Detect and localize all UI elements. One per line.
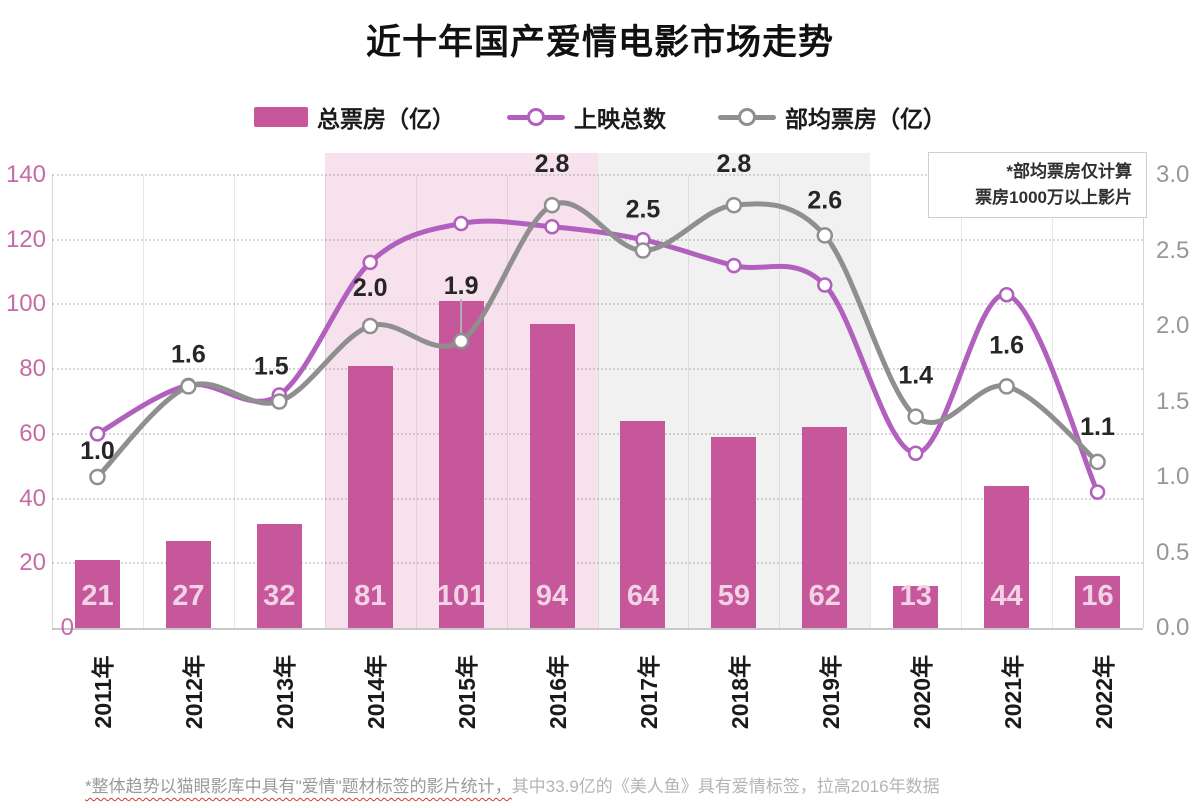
x-tick-label: 2021年 [999,654,1026,730]
bar-value-label: 59 [717,580,750,612]
right-axis-tick: 1.0 [1156,463,1190,490]
bar-value-label: 13 [899,580,932,612]
line-marker-icon [271,393,288,410]
annotation-line: *部均票房仅计算 [1006,162,1132,181]
line-marker-icon [998,378,1015,395]
bar-2022年 [1075,576,1121,628]
bar-2012年 [165,540,211,628]
x-tick-label: 2015年 [454,654,481,730]
right-axis-tick: 3.0 [1156,161,1190,188]
bar-value-label: 81 [354,580,387,612]
left-axis-tick: 120 [5,225,46,253]
x-tick-label: 2022年 [1090,654,1117,730]
annotation-note-box: *部均票房仅计算 票房1000万以上影片 [928,152,1147,218]
bar-value-label: 62 [808,580,841,612]
line-marker-icon [89,468,106,486]
x-tick-label: 2012年 [181,654,208,730]
line-marker-icon [998,286,1015,303]
bar-value-label: 21 [81,580,114,612]
bar-value-label: 64 [626,580,660,612]
line-marker-swatch-icon [507,108,565,126]
grid-line-h [52,497,1143,500]
bar-2011年 [74,560,120,628]
grid-line-v [233,175,235,628]
chart-title: 近十年国产爱情电影市场走势 [365,23,834,62]
bar-value-label: 32 [263,580,296,612]
right-axis-tick: 2.5 [1156,236,1190,264]
avg-boxoffice-value-label: 1.4 [898,362,933,390]
grid-line-v [597,175,599,628]
right-axis-tick: 0.0 [1156,614,1190,641]
footnote: *整体趋势以猫眼影库中具有"爱情"题材标签的影片统计，其中33.9亿的《美人鱼》… [85,772,940,797]
grid-line-v [1143,175,1144,628]
right-axis-tick: 1.5 [1156,387,1190,415]
line-marker-icon [1089,453,1106,471]
x-axis-line [52,628,1143,630]
left-axis-tick: 140 [5,161,46,188]
bar-swatch-icon [254,107,308,127]
avg-boxoffice-value-label: 1.6 [171,340,206,368]
grid-line-h [52,562,1143,565]
legend-item-release-count: 上映总数 [507,100,666,134]
footnote-rest-text: 其中33.9亿的《美人鱼》具有爱情标签，拉高2016年数据 [511,777,940,796]
grid-line-v [324,175,326,628]
bar-value-label: 16 [1081,580,1114,612]
legend-label: 上映总数 [574,106,666,132]
grid-line-v [870,175,872,628]
grid-line-v [688,175,690,628]
avg-boxoffice-value-label: 1.1 [1080,413,1115,441]
line-marker-icon [907,408,924,425]
x-tick-label: 2020年 [908,654,935,730]
bar-value-label: 27 [172,580,205,612]
left-axis-tick: 100 [5,290,46,318]
grid-line-v [415,175,417,628]
x-tick-label: 2018年 [726,654,753,730]
bar-value-label: 44 [990,580,1023,612]
right-axis-tick: 2.0 [1156,312,1190,339]
line-marker-icon [907,445,924,462]
bar-2015年 [438,301,484,628]
x-tick-label: 2017年 [635,654,662,730]
bar-2021年 [984,485,1030,628]
footnote-underlined-text: *整体趋势以猫眼影库中具有"爱情"题材标签的影片统计， [85,777,512,796]
bar-value-label: 94 [535,580,569,612]
line-marker-icon [180,377,197,394]
avg-boxoffice-value-label: 1.5 [254,353,289,381]
legend-label: 部均票房（亿） [785,106,946,132]
x-tick-label: 2011年 [90,655,117,729]
x-tick-label: 2019年 [817,654,844,730]
avg-boxoffice-value-label: 1.0 [80,437,115,465]
annotation-line: 票房1000万以上影片 [975,188,1132,207]
grid-line-v [142,175,144,628]
avg-boxoffice-value-label: 1.6 [989,331,1024,359]
legend-item-avg-boxoffice: 部均票房（亿） [718,100,946,134]
grid-line-v [52,175,53,628]
bar-2020年 [893,585,939,628]
x-tick-label: 2016年 [545,654,572,730]
x-tick-label: 2013年 [272,654,299,730]
legend: 总票房（亿） 上映总数 部均票房（亿） [0,100,1200,134]
grid-line-v [506,175,508,628]
bar-value-label: 101 [436,580,486,612]
left-axis-tick: 40 [19,484,46,512]
left-axis-tick: 20 [19,549,46,577]
legend-item-total-boxoffice: 总票房（亿） [254,100,455,134]
left-axis-tick: 0 [60,614,74,641]
x-tick-label: 2014年 [363,654,390,730]
left-axis-tick: 80 [19,355,46,383]
grid-line-v [1052,175,1054,628]
line-marker-swatch-icon [718,108,776,126]
legend-label: 总票房（亿） [317,106,455,132]
grid-line-h [52,174,1143,176]
line-marker-icon [180,378,197,395]
right-axis-tick: 0.5 [1156,538,1190,566]
grid-line-v [779,175,781,628]
left-axis-tick: 60 [19,419,46,447]
line-marker-icon [271,387,288,403]
bar-2013年 [256,524,302,628]
grid-line-v [961,175,963,628]
